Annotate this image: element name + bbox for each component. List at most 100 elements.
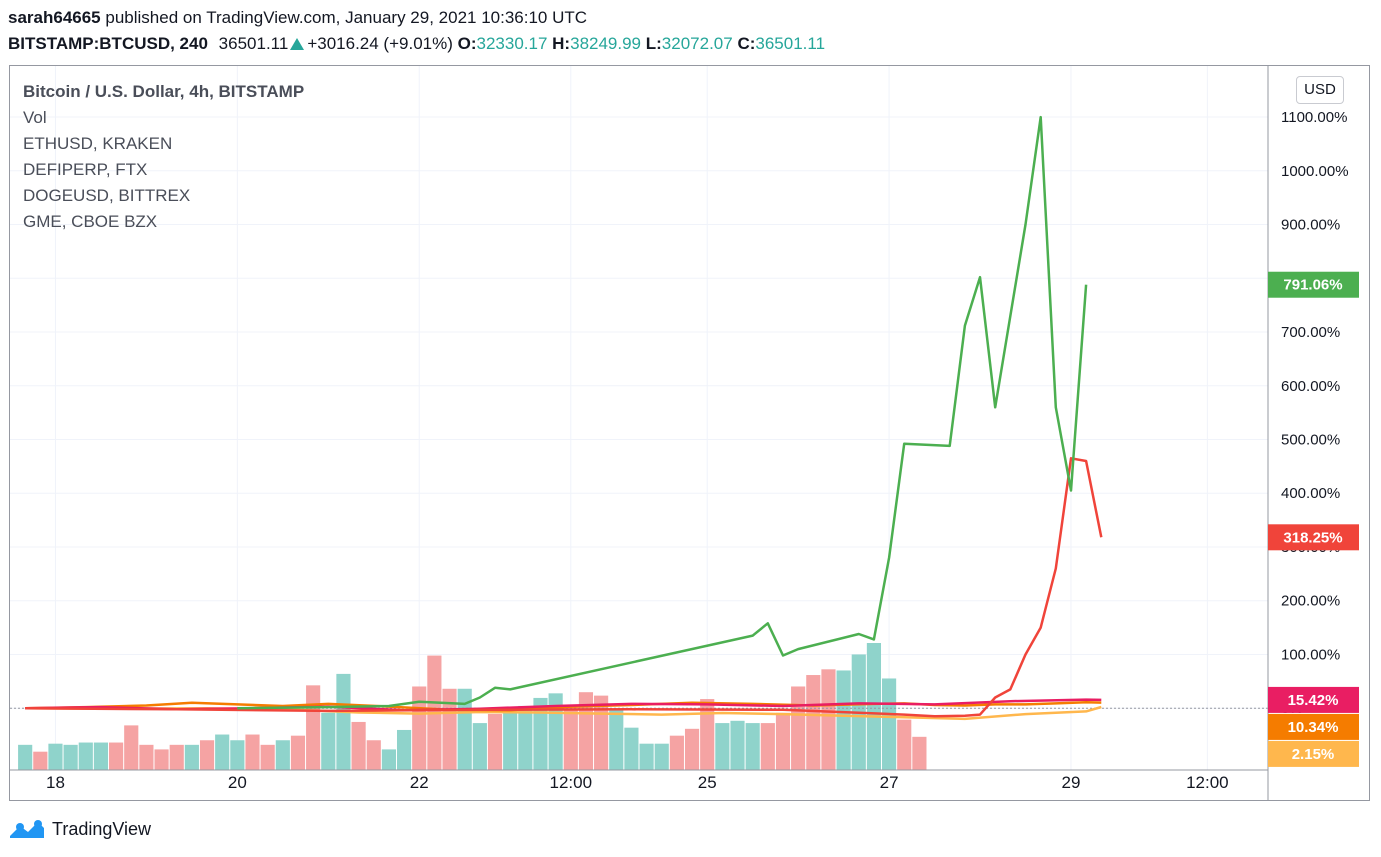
- low-label: L:: [645, 34, 662, 53]
- legend-item-gme[interactable]: GME, CBOE BZX: [23, 212, 158, 231]
- volume-bar: [503, 708, 518, 770]
- volume-bar: [93, 742, 109, 770]
- y-tick-label: 1100.00%: [1281, 109, 1347, 126]
- volume-bar: [199, 740, 215, 770]
- last-value-tag: 2.15%: [1268, 740, 1359, 767]
- price-change: +3016.24 (+9.01%): [307, 34, 453, 53]
- volume-bar: [442, 688, 457, 770]
- high-value: 38249.99: [570, 34, 642, 53]
- chart-frame[interactable]: [9, 65, 1370, 801]
- volume-bar: [33, 751, 48, 770]
- volume-bar: [48, 743, 63, 770]
- legend-item-vol[interactable]: Vol: [23, 108, 47, 127]
- volume-bar: [275, 740, 290, 770]
- volume-bar: [124, 725, 139, 770]
- volume-bar: [609, 710, 624, 770]
- volume-bar: [745, 723, 760, 770]
- volume-bar: [412, 686, 427, 770]
- last-value-tag: 10.34%: [1268, 713, 1359, 740]
- x-tick-label: 29: [1062, 773, 1081, 792]
- volume-bar: [63, 744, 78, 770]
- series-line-dogeusd: [25, 457, 1103, 718]
- y-tick-label: 1000.00%: [1281, 163, 1349, 180]
- legend-item-dogeusd[interactable]: DOGEUSD, BITTREX: [23, 186, 191, 205]
- tag-background: [1268, 713, 1359, 740]
- volume-bar: [806, 675, 821, 770]
- volume-bar: [139, 744, 154, 770]
- volume-bar: [836, 670, 851, 770]
- volume-bar: [654, 743, 669, 770]
- tag-value: 15.42%: [1288, 692, 1339, 709]
- volume-bar: [260, 744, 275, 770]
- volume-bar: [366, 740, 381, 770]
- x-tick-label: 12:00: [550, 773, 593, 792]
- tradingview-logo-icon: [10, 820, 44, 838]
- series-lines: [25, 115, 1103, 721]
- last-value-tags: 791.06% 318.25% 15.42% 10.34% 2.15%: [1268, 271, 1359, 767]
- y-tick-label: 600.00%: [1281, 378, 1340, 395]
- x-tick-label: 25: [698, 773, 717, 792]
- volume-bar: [518, 705, 533, 770]
- y-tick-label: 700.00%: [1281, 324, 1340, 341]
- series-line-gme: [237, 115, 1088, 710]
- volume-bar: [715, 723, 730, 770]
- chart-legend: Bitcoin / U.S. Dollar, 4h, BITSTAMP Vol …: [23, 79, 304, 235]
- volume-bar: [684, 728, 700, 770]
- volume-bar: [230, 740, 245, 770]
- up-arrow-icon: [290, 38, 305, 50]
- y-tick-label: 400.00%: [1281, 485, 1340, 502]
- volume-bar: [184, 744, 199, 770]
- volume-bar: [639, 743, 654, 770]
- last-value-tag: 791.06%: [1268, 271, 1359, 298]
- last-value-tag: 15.42%: [1268, 686, 1359, 713]
- volume-bar: [290, 735, 306, 770]
- last-value-tag: 318.25%: [1268, 524, 1359, 551]
- publish-line: sarah64665 published on TradingView.com,…: [8, 8, 587, 28]
- tag-background: [1268, 524, 1359, 551]
- volume-bar: [109, 742, 124, 770]
- volume-bar: [578, 692, 594, 770]
- chart-grid: [10, 66, 1268, 770]
- volume-bar: [760, 723, 775, 770]
- legend-item-ethusd[interactable]: ETHUSD, KRAKEN: [23, 134, 173, 153]
- volume-bar: [912, 736, 927, 770]
- author-name[interactable]: sarah64665: [8, 8, 101, 27]
- tag-background: [1268, 740, 1359, 767]
- volume-bar: [866, 643, 882, 770]
- volume-bar: [669, 735, 684, 770]
- open-label: O:: [457, 34, 477, 53]
- legend-title[interactable]: Bitcoin / U.S. Dollar, 4h, BITSTAMP: [23, 82, 305, 101]
- low-value: 32072.07: [661, 34, 733, 53]
- footer-brand[interactable]: TradingView: [8, 818, 151, 840]
- open-value: 32330.17: [476, 34, 548, 53]
- volume-bar: [245, 734, 260, 770]
- high-label: H:: [552, 34, 571, 53]
- y-tick-label: 900.00%: [1281, 217, 1340, 234]
- volume-bar: [700, 699, 715, 770]
- volume-bar: [396, 729, 412, 770]
- volume-bar: [487, 713, 503, 770]
- volume-bar: [821, 669, 836, 770]
- currency-button[interactable]: USD: [1296, 76, 1344, 104]
- legend-item-defiperp[interactable]: DEFIPERP, FTX: [23, 160, 148, 179]
- tag-background: [1268, 271, 1359, 298]
- volume-bar: [472, 723, 487, 770]
- last-price: 36501.11: [218, 34, 289, 53]
- price-axis-ticks: 0%100.00%200.00%300.00%400.00%500.00%600…: [1281, 109, 1349, 717]
- x-tick-label: 22: [410, 773, 429, 792]
- brand-name: TradingView: [52, 818, 152, 839]
- volume-bar: [78, 742, 93, 770]
- volume-bar: [897, 719, 912, 770]
- x-tick-label: 20: [228, 773, 247, 792]
- y-tick-label: 100.00%: [1281, 646, 1340, 663]
- volume-bar: [791, 686, 806, 770]
- close-value: 36501.11: [755, 34, 826, 53]
- volume-bar: [563, 707, 578, 770]
- volume-bar: [775, 712, 791, 770]
- y-tick-label: 200.00%: [1281, 593, 1340, 610]
- tag-value: 10.34%: [1288, 719, 1339, 736]
- volume-bar: [306, 685, 321, 770]
- tag-background: [1268, 686, 1359, 713]
- volume-bar: [533, 697, 548, 770]
